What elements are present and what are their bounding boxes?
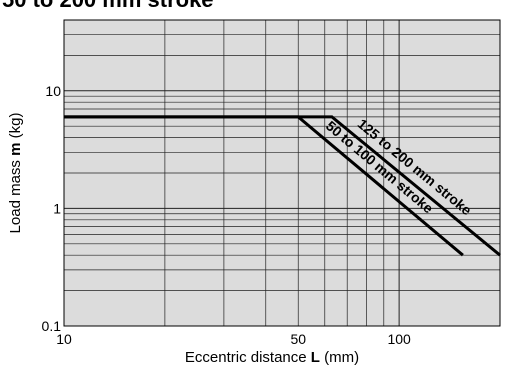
x-axis-title-prefix: Eccentric distance bbox=[185, 349, 311, 366]
y-tick-label: 1 bbox=[53, 200, 61, 216]
page-title: 50 to 200 mm stroke bbox=[2, 0, 214, 12]
series-layer bbox=[64, 115, 501, 257]
series-line-2 bbox=[64, 115, 501, 257]
y-axis-title: Load mass m (kg) bbox=[7, 113, 24, 234]
y-axis-title-suffix: (kg) bbox=[7, 113, 24, 143]
y-tick-labels: 0.1 1 10 bbox=[42, 83, 62, 334]
grid-lines bbox=[64, 20, 500, 326]
x-tick-label: 100 bbox=[387, 331, 411, 347]
x-tick-label: 10 bbox=[56, 331, 72, 347]
plot-frame bbox=[63, 19, 501, 327]
x-axis-title: Eccentric distance L (mm) bbox=[185, 349, 359, 366]
y-tick-label: 10 bbox=[45, 83, 61, 99]
y-axis-title-prefix: Load mass bbox=[7, 156, 24, 234]
x-axis-title-symbol: L bbox=[311, 349, 320, 366]
x-axis-title-suffix: (mm) bbox=[320, 349, 359, 366]
y-tick-label: 0.1 bbox=[42, 318, 62, 334]
x-tick-labels: 10 50 100 bbox=[56, 331, 411, 347]
plot-area bbox=[63, 19, 501, 327]
x-tick-label: 50 bbox=[290, 331, 306, 347]
y-axis-title-symbol: m bbox=[7, 143, 24, 156]
